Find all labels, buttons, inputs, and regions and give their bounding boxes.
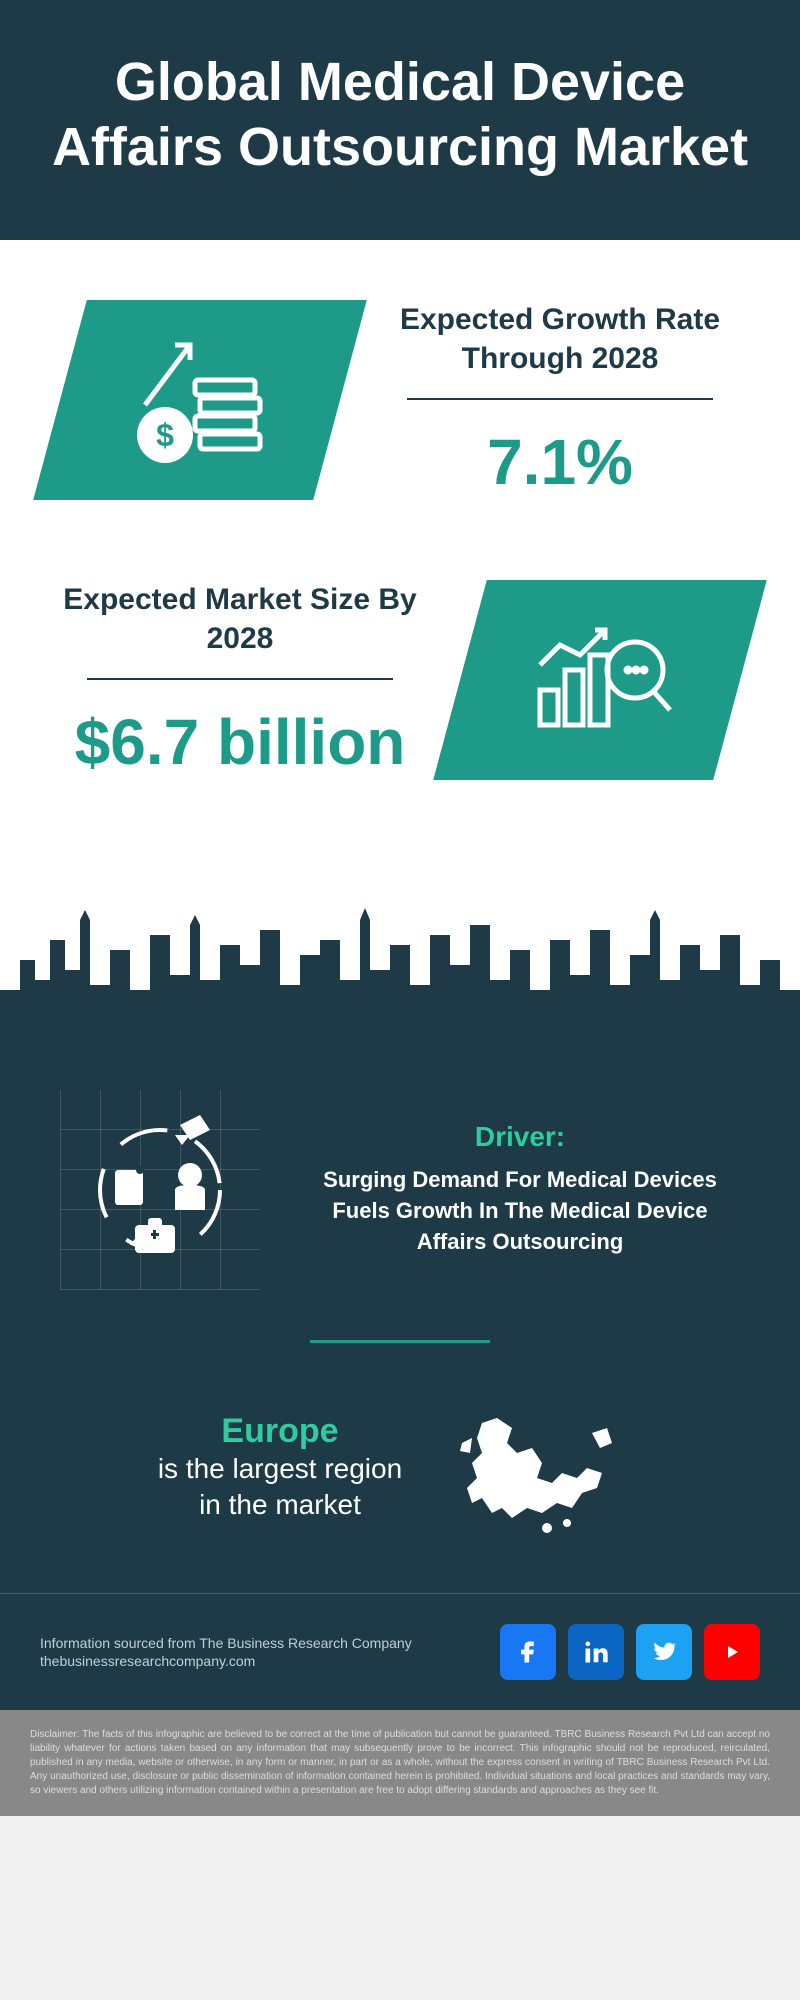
svg-text:$: $: [156, 417, 174, 453]
region-highlight: Europe: [158, 1412, 402, 1451]
divider: [407, 398, 713, 400]
money-growth-icon: $: [33, 300, 367, 500]
europe-map-icon: [442, 1393, 642, 1543]
youtube-icon[interactable]: [704, 1624, 760, 1680]
stat-value: $6.7 billion: [60, 705, 420, 779]
stats-section: $ Expected Growth Rate Through 2028 7.1%: [0, 240, 800, 890]
stat-value: 7.1%: [380, 425, 740, 499]
facebook-icon[interactable]: [500, 1624, 556, 1680]
header-section: Global Medical Device Affairs Outsourcin…: [0, 0, 800, 240]
driver-description: Surging Demand For Medical Devices Fuels…: [300, 1165, 740, 1257]
source-text: Information sourced from The Business Re…: [40, 1635, 480, 1651]
stat-row-growth: $ Expected Growth Rate Through 2028 7.1%: [60, 300, 740, 500]
region-desc-2: in the market: [158, 1487, 402, 1523]
disclaimer-section: Disclaimer: The facts of this infographi…: [0, 1710, 800, 1816]
footer-section: Information sourced from The Business Re…: [0, 1593, 800, 1710]
social-icons: [500, 1624, 760, 1680]
medical-icons-icon: [60, 1090, 260, 1290]
main-title: Global Medical Device Affairs Outsourcin…: [40, 50, 760, 180]
source-url: thebusinessresearchcompany.com: [40, 1653, 480, 1669]
driver-label: Driver:: [300, 1121, 740, 1153]
skyline-divider: [0, 890, 800, 1050]
divider: [87, 678, 393, 680]
driver-row: Driver: Surging Demand For Medical Devic…: [60, 1090, 740, 1290]
stat-text-growth: Expected Growth Rate Through 2028 7.1%: [380, 300, 740, 499]
stat-label: Expected Market Size By 2028: [60, 580, 420, 658]
stat-text-size: Expected Market Size By 2028 $6.7 billio…: [60, 580, 420, 779]
region-row: Europe is the largest region in the mark…: [60, 1393, 740, 1543]
region-desc-1: is the largest region: [158, 1451, 402, 1487]
separator-line: [310, 1340, 490, 1343]
driver-text: Driver: Surging Demand For Medical Devic…: [300, 1121, 740, 1257]
infographic-container: Global Medical Device Affairs Outsourcin…: [0, 0, 800, 1816]
stat-label: Expected Growth Rate Through 2028: [380, 300, 740, 378]
analytics-icon: [433, 580, 767, 780]
linkedin-icon[interactable]: [568, 1624, 624, 1680]
dark-section: Driver: Surging Demand For Medical Devic…: [0, 1050, 800, 1593]
twitter-icon[interactable]: [636, 1624, 692, 1680]
stat-row-size: Expected Market Size By 2028 $6.7 billio…: [60, 580, 740, 780]
footer-source: Information sourced from The Business Re…: [40, 1635, 480, 1669]
region-text: Europe is the largest region in the mark…: [158, 1412, 402, 1524]
